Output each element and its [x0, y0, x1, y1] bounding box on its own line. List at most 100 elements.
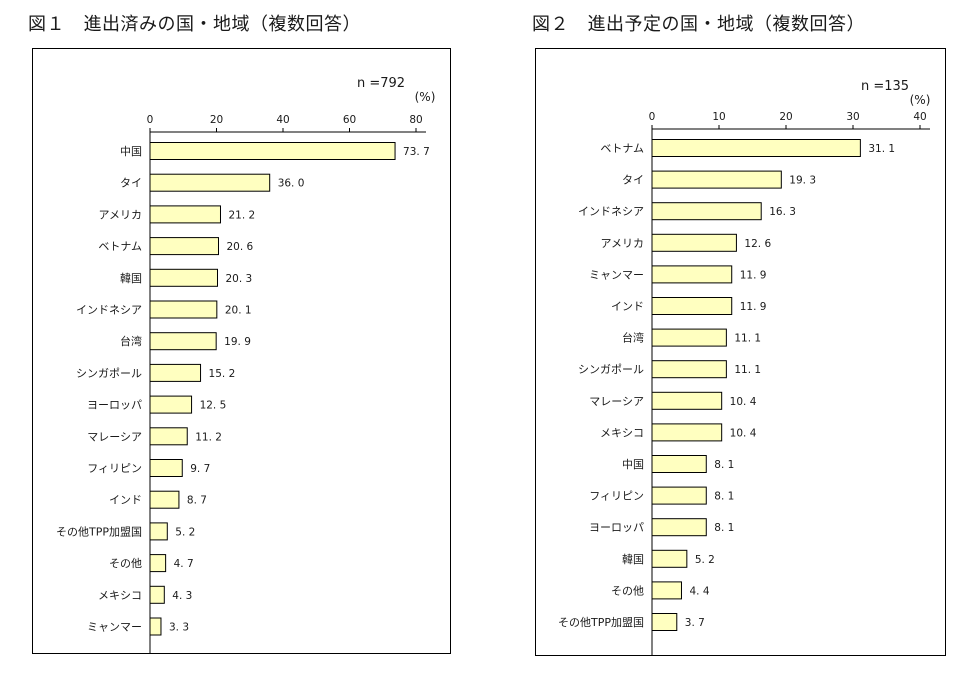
category-label: その他 [611, 584, 644, 597]
value-label: 8. 1 [714, 522, 734, 534]
value-label: 5. 2 [175, 526, 195, 538]
bar [651, 581, 682, 600]
sample-size-label: n =792 [357, 76, 405, 91]
value-label: 11. 9 [740, 301, 767, 313]
category-label: 韓国 [622, 553, 644, 566]
category-label: マレーシア [87, 430, 142, 443]
bar [149, 490, 180, 509]
value-label: 20. 3 [225, 273, 252, 285]
category-label: メキシコ [98, 589, 142, 602]
category-label: インド [611, 300, 644, 313]
x-tick-label: 80 [409, 114, 422, 126]
value-label: 11. 2 [195, 431, 222, 443]
category-label: インド [109, 494, 142, 507]
value-label: 12. 5 [200, 400, 227, 412]
value-label: 4. 4 [689, 585, 709, 597]
bar [651, 202, 762, 221]
x-tick-label: 0 [649, 111, 656, 123]
bar [149, 554, 167, 573]
category-label: 台湾 [120, 334, 142, 348]
value-label: 3. 7 [685, 617, 705, 629]
category-label: ミャンマー [87, 621, 142, 634]
bar [149, 617, 162, 636]
category-label: タイ [120, 177, 142, 190]
bar [651, 360, 727, 379]
category-label: 台湾 [622, 331, 644, 345]
category-label: ヨーロッパ [589, 521, 644, 534]
category-label: ミャンマー [589, 268, 644, 281]
bar [149, 205, 221, 224]
bar [149, 363, 202, 382]
category-label: 中国 [622, 458, 644, 471]
value-label: 19. 9 [224, 336, 251, 348]
value-label: 36. 0 [278, 178, 305, 190]
x-tick-label: 20 [779, 111, 792, 123]
category-label: マレーシア [589, 395, 644, 408]
x-tick-label: 10 [712, 111, 725, 123]
value-label: 5. 2 [695, 554, 715, 566]
x-tick-label: 30 [846, 111, 859, 123]
bar [651, 455, 707, 473]
category-label: その他TPP加盟国 [56, 525, 142, 538]
bar [149, 237, 219, 256]
x-tick-label: 20 [210, 114, 223, 126]
bar [149, 173, 271, 192]
value-label: 73. 7 [403, 146, 430, 158]
value-label: 21. 2 [228, 209, 255, 221]
category-label: フィリピン [87, 462, 142, 475]
bar [651, 518, 707, 537]
bar [651, 139, 861, 157]
x-tick-label: 0 [147, 114, 154, 126]
value-label: 8. 7 [187, 495, 207, 507]
category-label: 中国 [120, 145, 142, 158]
value-label: 16. 3 [769, 206, 796, 218]
x-tick-label: 60 [343, 114, 356, 126]
category-label: シンガポール [578, 363, 644, 376]
value-label: 19. 3 [789, 175, 816, 187]
unit-label: (%) [415, 90, 436, 104]
bar [149, 395, 193, 414]
value-label: 10. 4 [730, 396, 757, 408]
value-label: 3. 3 [169, 622, 189, 634]
value-label: 31. 1 [868, 143, 895, 155]
value-label: 8. 1 [714, 459, 734, 471]
bar [651, 423, 723, 442]
value-label: 15. 2 [209, 368, 236, 380]
bar [149, 332, 217, 351]
chart-panel-2: n =135 (%) 0 10 20 30 40 ベトナム 31. 1 タイ 19. 3 インドネシア… [535, 48, 946, 656]
category-label: ヨーロッパ [87, 399, 142, 412]
category-label: シンガポール [76, 367, 142, 380]
bar [149, 300, 218, 319]
figure-2-title: 図２ 進出予定の国・地域（複数回答） [532, 14, 865, 35]
value-label: 12. 6 [744, 238, 771, 250]
bar [651, 297, 733, 315]
bar [149, 427, 188, 446]
category-label: アメリカ [99, 208, 142, 221]
bar [149, 522, 168, 541]
category-label: フィリピン [589, 490, 644, 503]
figure-1-title: 図１ 進出済みの国・地域（複数回答） [28, 14, 361, 35]
value-label: 11. 9 [740, 269, 767, 281]
category-label: その他 [109, 557, 142, 570]
value-label: 10. 4 [730, 427, 757, 439]
bar [651, 486, 707, 505]
bar [651, 328, 727, 347]
unit-label: (%) [910, 93, 931, 107]
value-label: 4. 3 [172, 590, 192, 602]
bar [651, 549, 688, 568]
x-tick-label: 40 [276, 114, 289, 126]
chart-2-svg: n =135(%) 0 10 20 30 40 ベトナム 31. 1 タイ 19. 3 インドネシア… [558, 79, 931, 655]
category-label: インドネシア [76, 304, 142, 317]
bar [651, 265, 733, 284]
bar [149, 142, 396, 160]
bar [149, 459, 183, 477]
value-label: 20. 6 [226, 241, 253, 253]
sample-size-label: n =135 [861, 79, 909, 94]
bar [651, 613, 678, 631]
bar [149, 585, 165, 604]
chart-1-svg: n =792 (%) 0 20 40 60 80 中国 73. 7 タイ 36. 0 アメリカ 21. … [56, 76, 436, 653]
value-label: 8. 1 [714, 491, 734, 503]
bar [651, 170, 782, 189]
category-label: メキシコ [600, 426, 644, 439]
category-label: その他TPP加盟国 [558, 616, 644, 629]
